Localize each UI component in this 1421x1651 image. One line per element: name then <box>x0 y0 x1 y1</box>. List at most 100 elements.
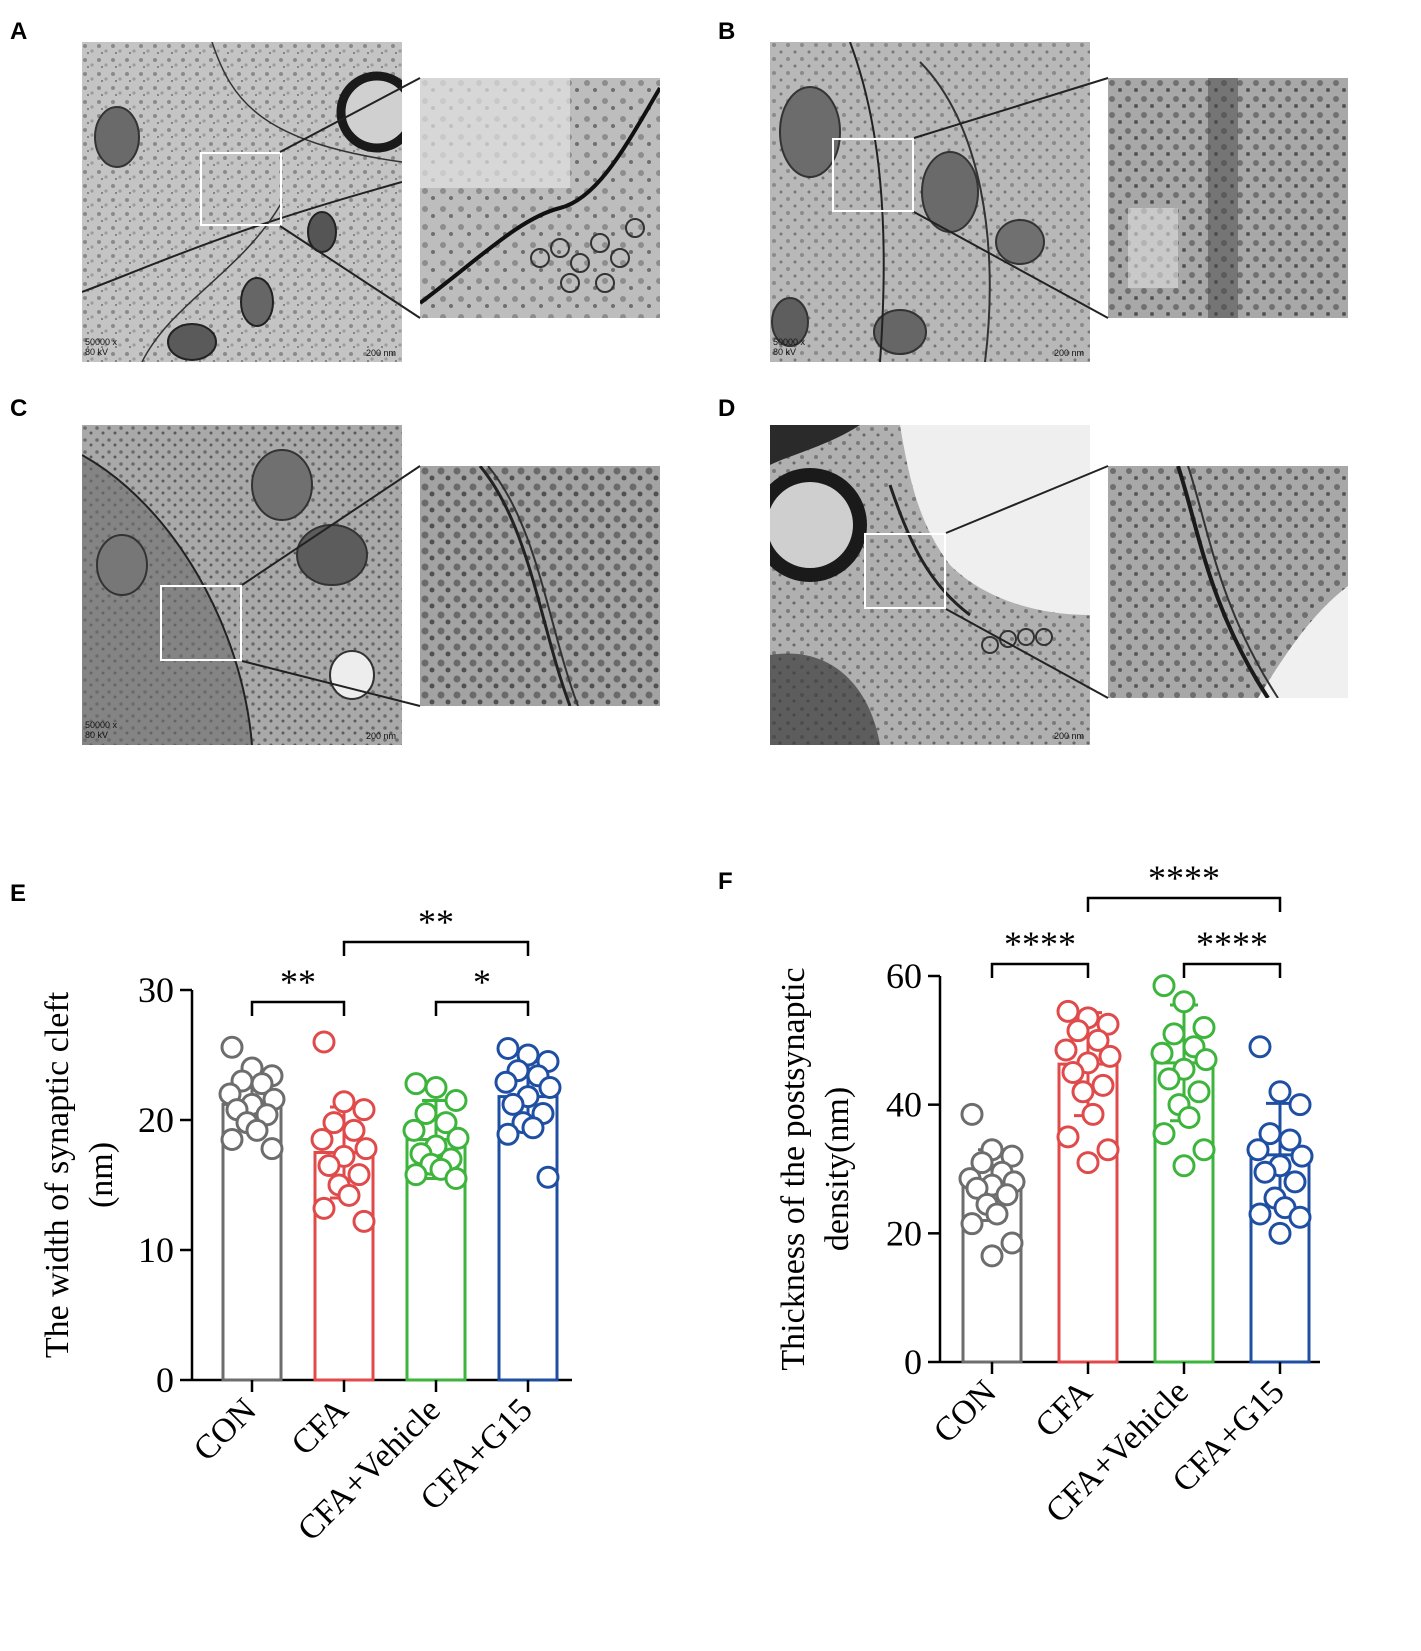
micrograph-c-zoom-image <box>420 466 660 706</box>
data-point <box>322 1111 346 1135</box>
data-point <box>980 1244 1004 1268</box>
significance-label: ** <box>418 902 454 942</box>
y-tick-label: 0 <box>156 1360 174 1400</box>
data-point <box>1086 1028 1110 1052</box>
data-point <box>352 1098 376 1122</box>
data-point <box>1000 1144 1024 1168</box>
micrograph-d-zoom-image <box>1108 466 1348 698</box>
panel-letter-b: B <box>718 18 736 45</box>
data-point <box>1268 1221 1292 1245</box>
data-point <box>1172 990 1196 1014</box>
data-point <box>402 1118 426 1142</box>
x-tick-label: CON <box>927 1373 1004 1450</box>
data-point <box>1162 1022 1186 1046</box>
data-point <box>1248 1202 1272 1226</box>
voltage-text: 80 kV <box>773 347 797 357</box>
significance-bracket <box>1182 962 1282 978</box>
micrograph-c-caption: 50000 x 80 kV <box>85 720 117 740</box>
panel-letter-f: F <box>718 868 733 895</box>
data-point <box>960 1102 984 1126</box>
micrograph-b-zoom <box>1108 78 1348 318</box>
data-point <box>1192 1015 1216 1039</box>
data-point <box>337 1183 361 1207</box>
data-point <box>1194 1048 1218 1072</box>
y-tick-label: 30 <box>138 970 174 1010</box>
micrograph-b: 50000 x 80 kV 200 nm <box>770 42 1090 362</box>
voltage-text: 80 kV <box>85 347 109 357</box>
x-tick-label: CFA <box>285 1391 356 1462</box>
significance-label: **** <box>1196 924 1268 964</box>
data-point <box>1278 1128 1302 1152</box>
data-point <box>965 1176 989 1200</box>
data-point <box>352 1209 376 1233</box>
data-point <box>521 1116 545 1140</box>
data-point <box>1172 1154 1196 1178</box>
data-point <box>245 1118 269 1142</box>
data-point <box>310 1128 334 1151</box>
magnification-text: 50000 x <box>85 337 118 347</box>
data-point <box>250 1072 274 1096</box>
y-tick-label: 60 <box>886 956 922 996</box>
data-point <box>342 1118 366 1142</box>
micrograph-a: 50000 x 80 kV 200 nm <box>82 42 402 362</box>
panel-letter-c: C <box>10 395 28 422</box>
data-point <box>1152 974 1176 998</box>
magnification-text: 50000 x <box>773 337 806 347</box>
data-point <box>220 1035 244 1059</box>
data-point <box>404 1163 428 1187</box>
data-point <box>347 1163 371 1187</box>
data-point <box>444 1089 468 1112</box>
panel-letter-a: A <box>10 18 28 45</box>
data-point <box>1288 1205 1312 1229</box>
data-point <box>312 1196 336 1220</box>
x-tick-label: CON <box>187 1391 264 1468</box>
data-point <box>1096 1012 1120 1036</box>
data-point <box>404 1072 428 1096</box>
micrograph-a-zoom-image <box>420 78 660 318</box>
selection-box-b <box>832 138 914 212</box>
data-point <box>1283 1170 1307 1194</box>
data-point <box>312 1030 336 1054</box>
y-tick-label: 20 <box>138 1100 174 1140</box>
data-point <box>1157 1067 1181 1091</box>
data-point <box>1056 1125 1080 1149</box>
micrograph-b-caption: 50000 x 80 kV <box>773 337 805 357</box>
significance-label: **** <box>1148 858 1220 898</box>
scale-bar-b: 200 nm <box>1053 348 1084 358</box>
selection-box-d <box>864 533 946 609</box>
data-point <box>260 1137 284 1161</box>
data-point <box>317 1154 341 1177</box>
y-tick-label: 20 <box>886 1213 922 1253</box>
micrograph-c-zoom <box>420 466 660 706</box>
data-point <box>1076 1151 1100 1175</box>
data-point <box>1192 1138 1216 1162</box>
chart-f-ylabel-line1: Thickness of the postsynaptic <box>775 967 812 1370</box>
y-tick-label: 0 <box>904 1342 922 1382</box>
chart-e-svg: The width of synaptic cleft (nm) 0 10 20 30… <box>39 902 572 1548</box>
data-point <box>970 1151 994 1175</box>
data-point <box>1081 1102 1105 1126</box>
data-point <box>1098 1044 1122 1068</box>
scale-bar-c: 200 nm <box>365 731 396 741</box>
y-tick-label: 40 <box>886 1085 922 1125</box>
panel-letter-d: D <box>718 395 736 422</box>
data-point <box>494 1070 518 1094</box>
data-point <box>960 1212 984 1236</box>
data-point <box>1246 1138 1270 1162</box>
data-point <box>446 1126 470 1150</box>
data-point <box>1054 1038 1078 1062</box>
micrograph-d: 200 nm <box>770 425 1090 745</box>
data-point <box>414 1102 438 1125</box>
micrograph-b-zoom-image <box>1108 78 1348 318</box>
data-point <box>496 1122 520 1146</box>
voltage-text: 80 kV <box>85 730 109 740</box>
data-point <box>354 1137 378 1161</box>
micrograph-c: 50000 x 80 kV 200 nm <box>82 425 402 745</box>
data-point <box>424 1076 448 1099</box>
chart-f: Thickness of the postsynaptic density(nm… <box>700 858 1421 1646</box>
data-point <box>501 1092 525 1116</box>
data-point <box>1268 1080 1292 1104</box>
significance-label: ** <box>280 962 316 1002</box>
data-point <box>434 1111 458 1135</box>
data-point <box>1187 1080 1211 1104</box>
